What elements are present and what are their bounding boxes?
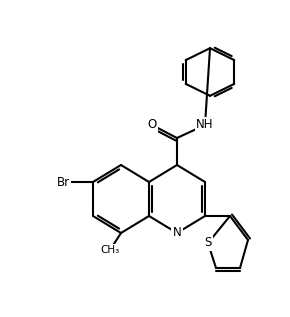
Text: N: N: [173, 227, 181, 240]
Text: O: O: [147, 119, 157, 132]
Text: Br: Br: [57, 176, 70, 189]
Text: NH: NH: [196, 119, 214, 132]
Text: S: S: [204, 236, 212, 249]
Text: CH₃: CH₃: [100, 245, 119, 255]
